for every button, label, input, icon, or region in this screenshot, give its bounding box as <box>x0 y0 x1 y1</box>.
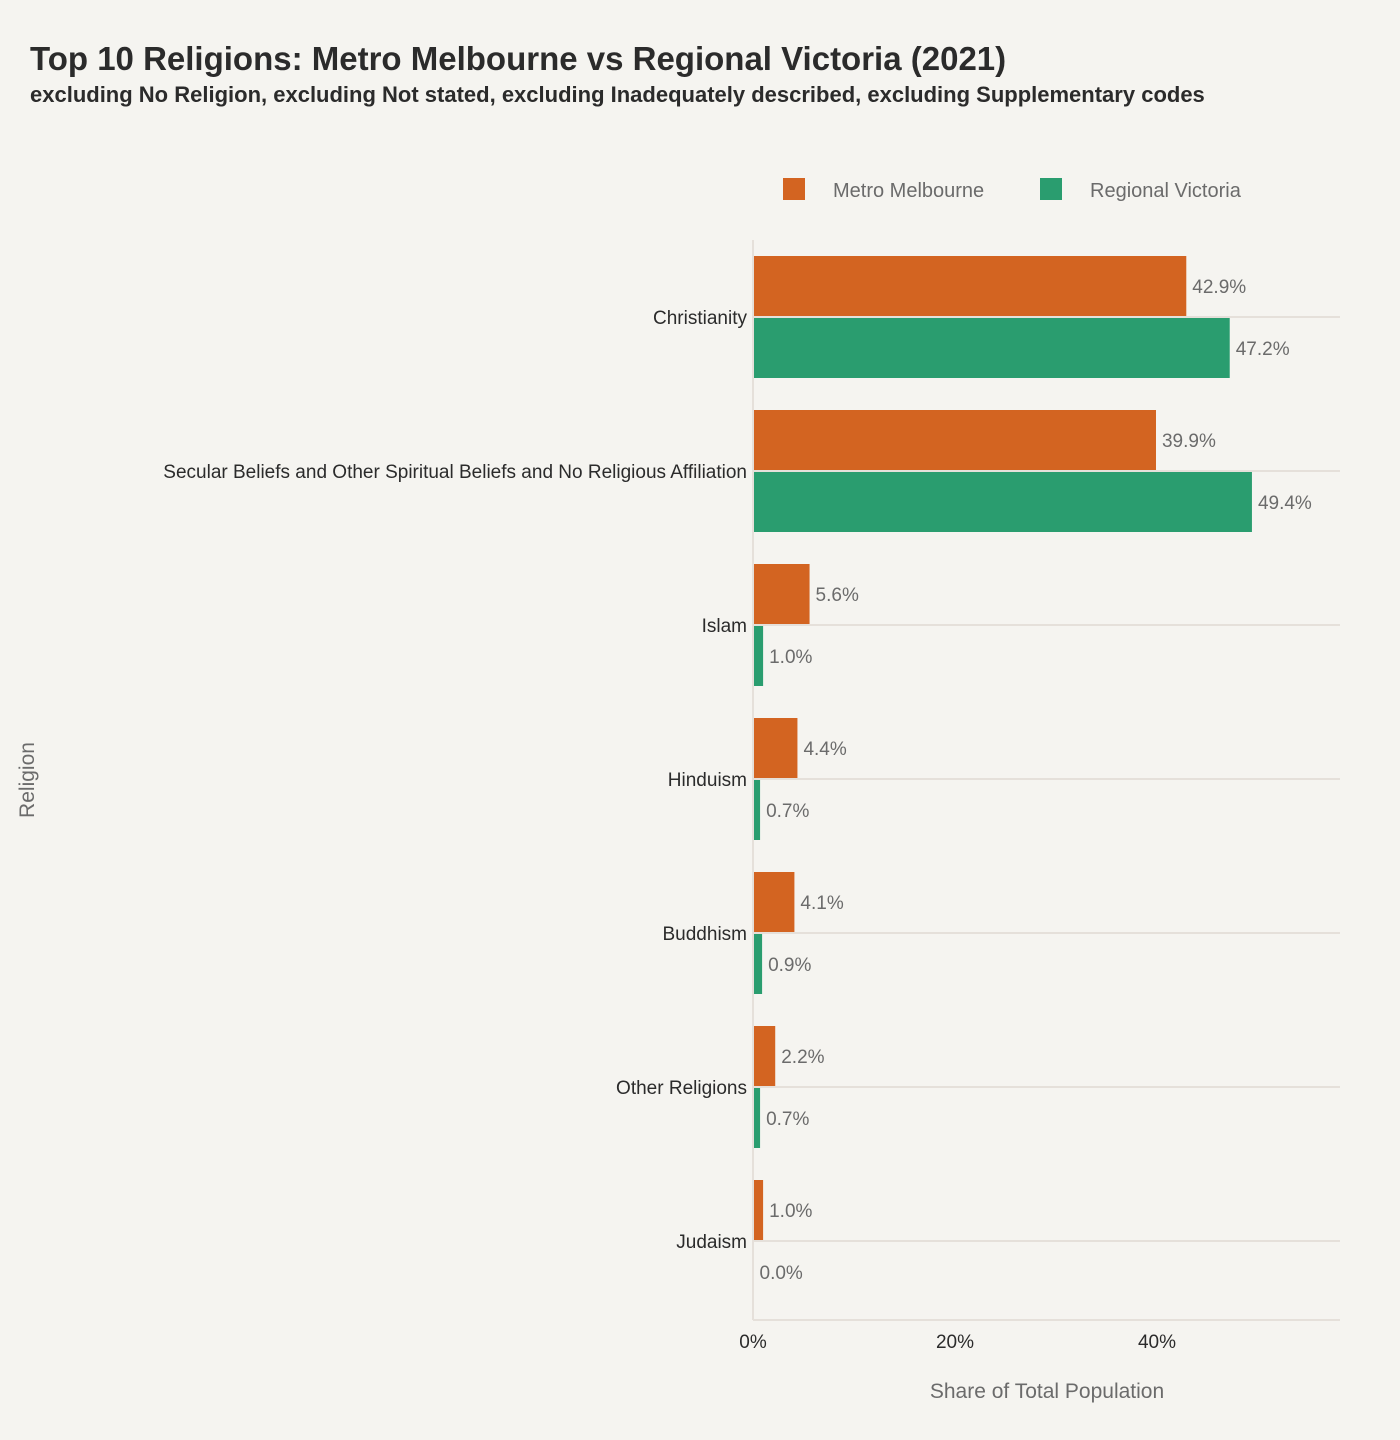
data-label: 4.1% <box>800 893 843 914</box>
data-label: 0.7% <box>766 801 809 822</box>
bar-regional[interactable] <box>753 1088 761 1148</box>
chart-subtitle: excluding No Religion, excluding Not sta… <box>30 82 1205 107</box>
data-label: 1.0% <box>769 647 812 668</box>
y-tick-label: Judaism <box>676 1232 747 1253</box>
data-label: 4.4% <box>803 739 846 760</box>
bar-metro[interactable] <box>753 1026 776 1086</box>
legend-label-metro[interactable]: Metro Melbourne <box>833 180 984 202</box>
data-label: 2.2% <box>781 1047 824 1068</box>
y-tick-label: Christianity <box>653 308 747 329</box>
data-label: 39.9% <box>1162 431 1216 452</box>
x-tick-label: 0% <box>739 1332 767 1353</box>
legend-swatch-metro <box>783 178 805 200</box>
data-label: 5.6% <box>816 585 859 606</box>
data-label: 1.0% <box>769 1201 812 1222</box>
y-tick-label: Hinduism <box>668 770 747 791</box>
legend: Metro Melbourne Regional Victoria <box>783 178 1242 202</box>
bar-regional[interactable] <box>753 626 764 686</box>
data-label: 42.9% <box>1192 277 1246 298</box>
bar-regional[interactable] <box>753 472 1252 532</box>
bar-metro[interactable] <box>753 410 1156 470</box>
chart-title: Top 10 Religions: Metro Melbourne vs Reg… <box>30 40 1007 77</box>
y-tick-label: Secular Beliefs and Other Spiritual Beli… <box>163 462 747 483</box>
legend-swatch-regional <box>1040 178 1062 200</box>
y-axis-title: Religion <box>16 742 39 818</box>
bar-metro[interactable] <box>753 1180 764 1240</box>
data-label: 0.0% <box>760 1263 803 1284</box>
x-tick-label: 40% <box>1138 1332 1176 1353</box>
bar-regional[interactable] <box>753 934 763 994</box>
bar-metro[interactable] <box>753 872 795 932</box>
bar-metro[interactable] <box>753 718 798 778</box>
data-label: 47.2% <box>1236 339 1290 360</box>
bar-metro[interactable] <box>753 564 810 624</box>
legend-label-regional[interactable]: Regional Victoria <box>1090 180 1242 202</box>
y-tick-label: Other Religions <box>616 1078 747 1099</box>
data-label: 0.9% <box>768 955 811 976</box>
data-label: 0.7% <box>766 1109 809 1130</box>
x-tick-label: 20% <box>936 1332 974 1353</box>
bar-regional[interactable] <box>753 780 761 840</box>
bar-regional[interactable] <box>753 318 1230 378</box>
data-label: 49.4% <box>1258 493 1312 514</box>
y-tick-label: Buddhism <box>663 924 748 945</box>
bar-metro[interactable] <box>753 256 1187 316</box>
y-tick-label: Islam <box>702 616 747 637</box>
x-axis-title: Share of Total Population <box>930 1380 1164 1403</box>
